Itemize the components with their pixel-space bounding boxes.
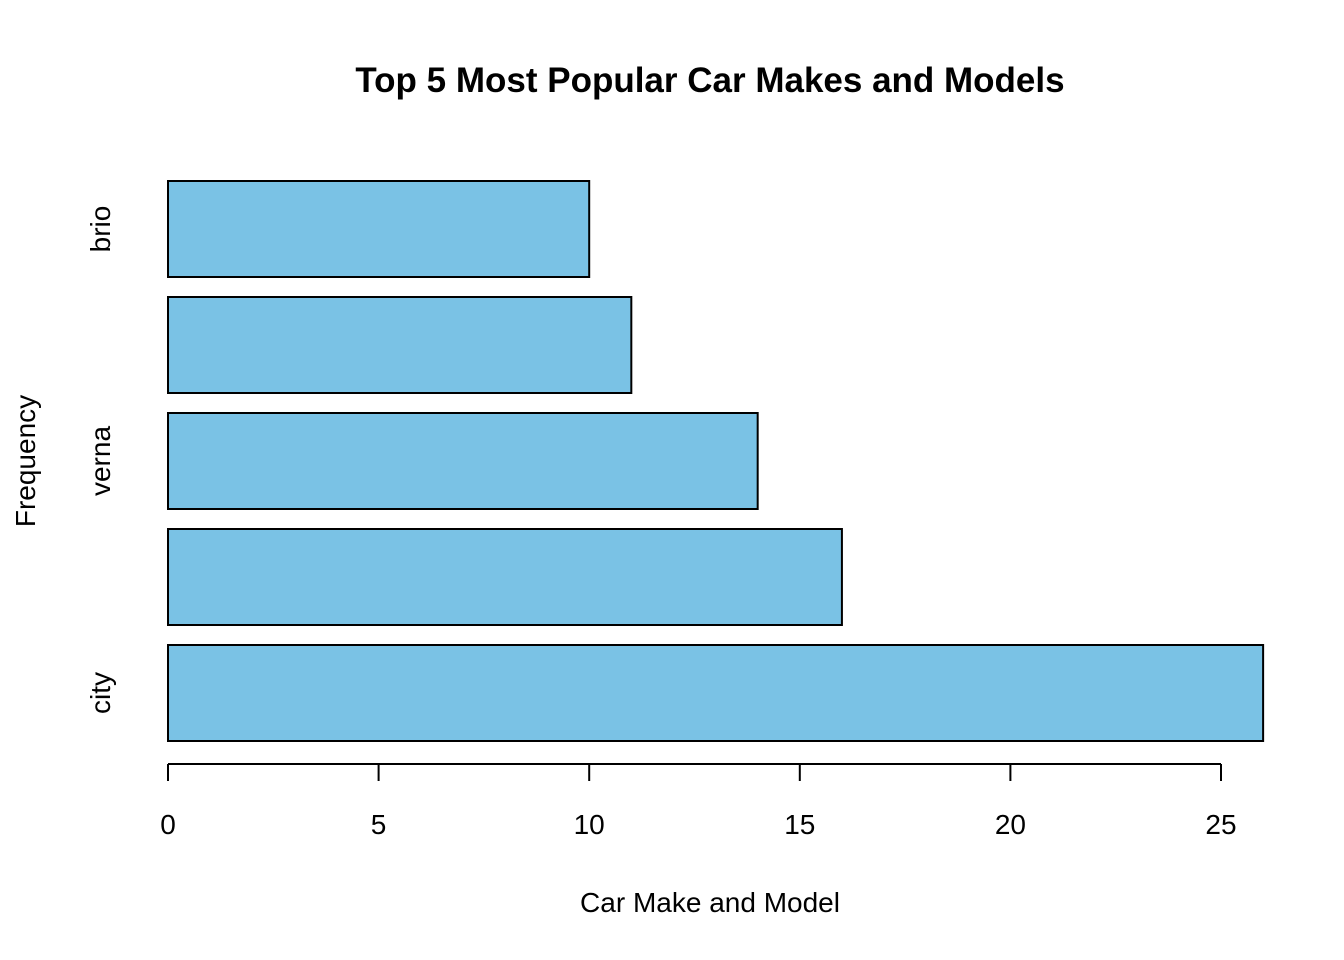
x-tick-label-3: 15 — [784, 809, 815, 840]
y-tick-labels: city verna brio — [85, 206, 116, 714]
bar-2 — [167, 412, 759, 510]
x-tick-label-4: 20 — [995, 809, 1026, 840]
y-tick-label-0: city — [85, 672, 116, 714]
x-axis: 0 5 10 15 20 25 — [160, 763, 1237, 840]
bar-1 — [167, 528, 843, 626]
x-tick-label-2: 10 — [574, 809, 605, 840]
x-tick-label-0: 0 — [160, 809, 176, 840]
x-tick-label-1: 5 — [371, 809, 387, 840]
bar-4 — [167, 180, 591, 278]
y-tick-label-2: verna — [85, 426, 116, 496]
x-tick-label-5: 25 — [1205, 809, 1236, 840]
bar-0 — [167, 644, 1265, 742]
y-axis-label: Frequency — [10, 395, 41, 527]
chart-title: Top 5 Most Popular Car Makes and Models — [355, 61, 1064, 100]
y-tick-label-4: brio — [85, 206, 116, 253]
x-axis-label: Car Make and Model — [580, 887, 840, 918]
bars-group — [167, 180, 1265, 742]
bar-3 — [167, 296, 633, 394]
